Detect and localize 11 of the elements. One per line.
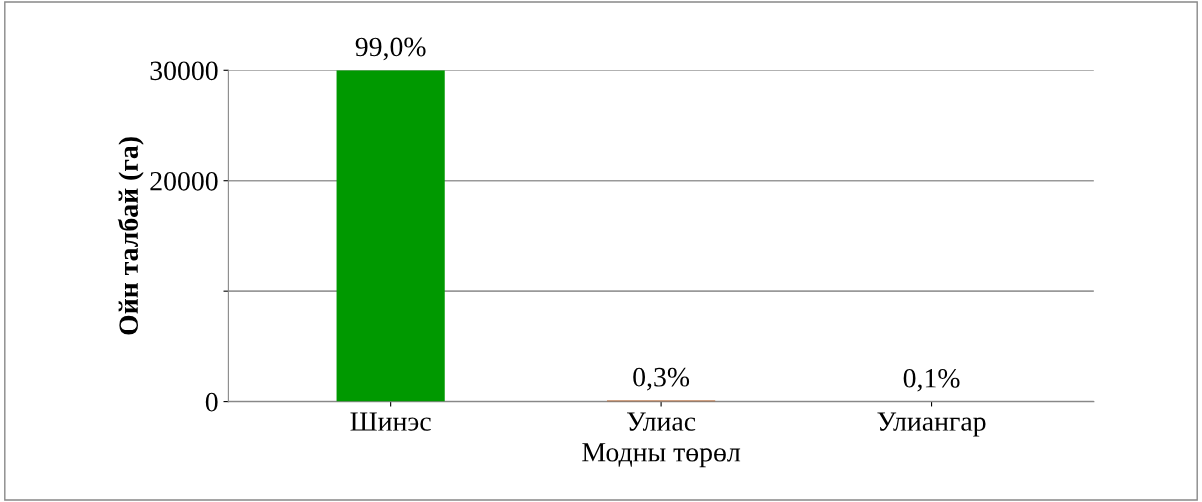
x-tick-label: Шинэс — [350, 412, 431, 431]
x-axis-title: Модны төрөл — [582, 443, 741, 468]
y-tick-label: 20000 — [150, 171, 218, 191]
y-axis-title: Ойн талбай (га) — [117, 137, 144, 335]
x-tick-label: Улиас — [627, 412, 696, 431]
annotation: 0,3% — [633, 367, 690, 391]
y-tick-label: 30000 — [150, 61, 218, 81]
y-tick-label: 0 — [205, 392, 218, 412]
x-tick-label: Улиангар — [877, 412, 986, 437]
annotation: 0,1% — [903, 368, 960, 392]
annotation: 99,0% — [355, 37, 426, 61]
